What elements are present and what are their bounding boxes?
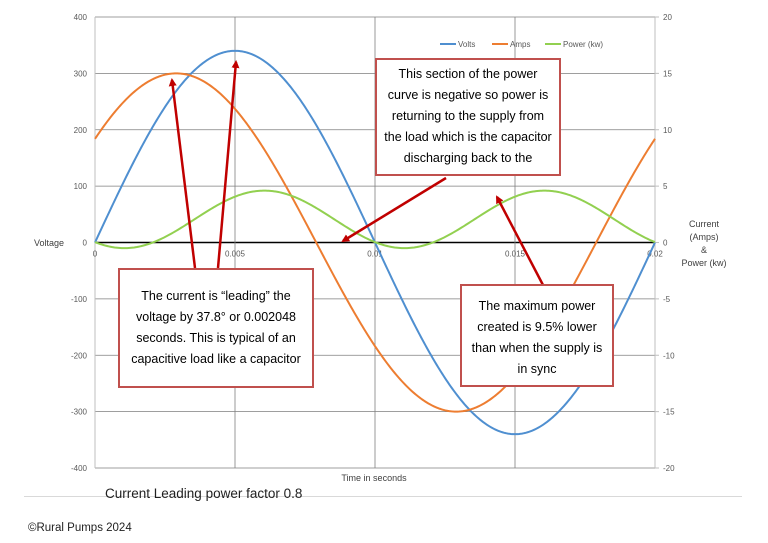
chart-caption: Current Leading power factor 0.8 — [105, 486, 303, 501]
x-tick-label: 0 — [93, 250, 98, 259]
callout-maximum-power: The maximum power created is 9.5% lower … — [460, 284, 614, 387]
annotation-arrow — [341, 176, 447, 243]
x-axis-label: Time in seconds — [341, 473, 407, 483]
x-tick-label: 0.005 — [225, 250, 246, 259]
legend: Volts Amps Power (kw) — [440, 40, 603, 49]
y-axis-right-label-line: Power (kw) — [681, 258, 726, 268]
left-tick-label: 0 — [83, 239, 88, 248]
callout-negative-power: This section of the power curve is negat… — [375, 58, 561, 176]
legend-entry: Volts — [458, 40, 475, 49]
left-tick-label: 100 — [74, 182, 88, 191]
right-tick-label: 0 — [663, 239, 668, 248]
annotation-arrow — [168, 78, 197, 269]
x-tick-label: 0.02 — [647, 250, 663, 259]
right-tick-label: 15 — [663, 69, 672, 78]
x-tick-label: 0.01 — [367, 250, 383, 259]
right-tick-label: -20 — [663, 464, 675, 473]
annotation-arrow — [495, 195, 545, 286]
y-axis-right-label: Current (Amps) & Power (kw) — [681, 219, 726, 268]
left-axis-ticks: 400 300 200 100 0 -100 -200 -300 -400 — [71, 13, 88, 473]
left-tick-label: -200 — [71, 351, 88, 360]
copyright: ©Rural Pumps 2024 — [28, 522, 132, 534]
left-tick-label: -300 — [71, 408, 88, 417]
left-tick-label: 400 — [74, 13, 88, 22]
left-tick-label: 300 — [74, 69, 88, 78]
left-tick-label: -400 — [71, 464, 88, 473]
right-tick-label: -5 — [663, 295, 671, 304]
right-tick-label: 10 — [663, 126, 672, 135]
annotation-arrow — [216, 60, 240, 269]
right-tick-label: 5 — [663, 182, 668, 191]
right-axis-ticks: 20 15 10 5 0 -5 -10 -15 -20 — [655, 13, 675, 473]
y-axis-left-label: Voltage — [34, 238, 64, 248]
legend-entry: Amps — [510, 40, 530, 49]
y-axis-right-label-line: (Amps) — [690, 232, 719, 242]
callout-current-leading: The current is “leading” the voltage by … — [118, 268, 314, 388]
y-axis-right-label-line: Current — [689, 219, 720, 229]
left-tick-label: -100 — [71, 295, 88, 304]
right-tick-label: -10 — [663, 351, 675, 360]
annotation-arrows — [168, 60, 545, 286]
y-axis-right-label-line: & — [701, 245, 707, 255]
right-tick-label: -15 — [663, 408, 675, 417]
caption-divider — [24, 496, 742, 497]
legend-entry: Power (kw) — [563, 40, 603, 49]
left-tick-label: 200 — [74, 126, 88, 135]
x-tick-label: 0.015 — [505, 250, 526, 259]
right-tick-label: 20 — [663, 13, 672, 22]
x-axis-ticks: 0 0.005 0.01 0.015 0.02 — [93, 250, 664, 259]
